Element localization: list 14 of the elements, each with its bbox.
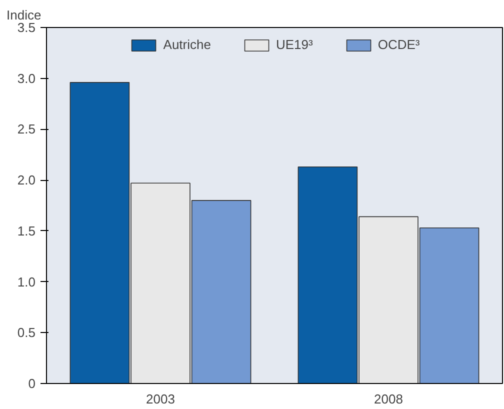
y-tick-label: 3.5 — [17, 20, 36, 35]
y-tick-label: 0 — [28, 376, 36, 391]
y-tick-label: 1.5 — [17, 223, 36, 238]
legend-label: UE19³ — [276, 37, 313, 52]
legend-label: OCDE³ — [378, 37, 420, 52]
x-tick-label: 2008 — [374, 392, 403, 406]
y-tick-label: 2.0 — [17, 172, 36, 188]
y-tick-label: 2.5 — [17, 122, 36, 137]
y-tick-label: 0.5 — [17, 325, 36, 340]
y-tick-label: 3.0 — [17, 70, 36, 86]
y-tick-label: 1.0 — [17, 274, 36, 290]
y-axis-title: Indice — [6, 8, 42, 22]
legend-label: Autriche — [163, 37, 211, 52]
x-tick-label: 2003 — [146, 392, 175, 406]
